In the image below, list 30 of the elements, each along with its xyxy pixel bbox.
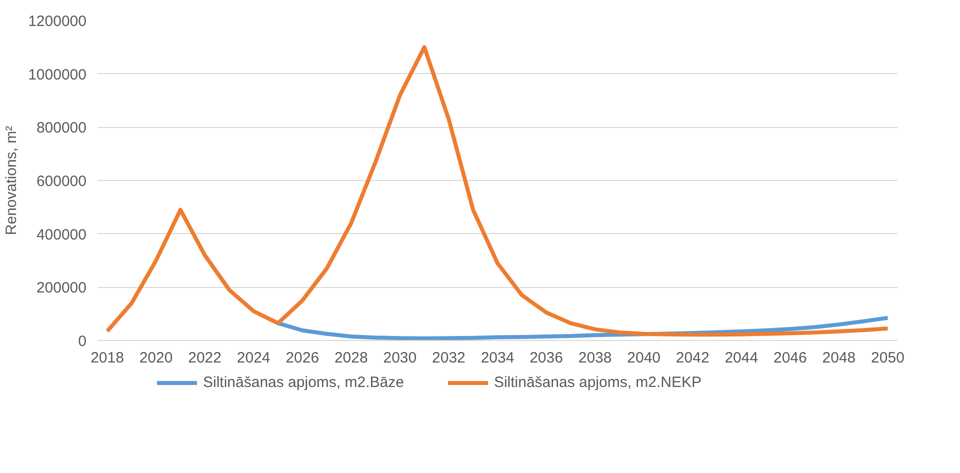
x-tick-label: 2028 [334, 350, 368, 366]
x-tick-label: 2018 [90, 350, 124, 366]
x-tick-label: 2048 [822, 350, 856, 366]
y-tick-label: 600000 [36, 173, 87, 190]
y-tick-label: 200000 [36, 280, 87, 297]
x-tick-label: 2036 [530, 350, 563, 366]
x-tick-label: 2024 [236, 350, 270, 366]
line-series [105, 45, 890, 337]
x-tick-label: 2038 [578, 350, 612, 366]
x-tick-label: 2022 [188, 350, 222, 366]
x-tick-label: 2040 [627, 350, 661, 366]
x-tick-label: 2026 [286, 350, 320, 366]
x-tick-label: 2042 [676, 350, 710, 366]
x-tick-label: 2050 [871, 350, 904, 366]
legend-item: Siltināšanas apjoms, m2.Bāze [157, 372, 404, 394]
x-tick-label: 2032 [432, 350, 466, 366]
y-axis-title: Renovations, m² [3, 126, 20, 236]
legend-label: Siltināšanas apjoms, m2.NEKP [494, 373, 702, 394]
y-tick-label: 1000000 [28, 66, 87, 84]
x-tick-label: 2034 [480, 350, 514, 366]
y-tick-label: 800000 [36, 120, 87, 137]
x-tick-label: 2044 [724, 350, 758, 366]
legend-label: Siltināšanas apjoms, m2.Bāze [203, 373, 404, 394]
y-tick-label: 1200000 [28, 13, 87, 30]
y-tick-label: 0 [78, 333, 86, 350]
x-tick-label: 2020 [139, 350, 173, 366]
x-tick-label: 2030 [383, 350, 417, 366]
legend-item: Siltināšanas apjoms, m2.NEKP [448, 372, 702, 394]
y-tick-label: 400000 [36, 226, 87, 244]
x-tick-label: 2046 [774, 350, 807, 366]
